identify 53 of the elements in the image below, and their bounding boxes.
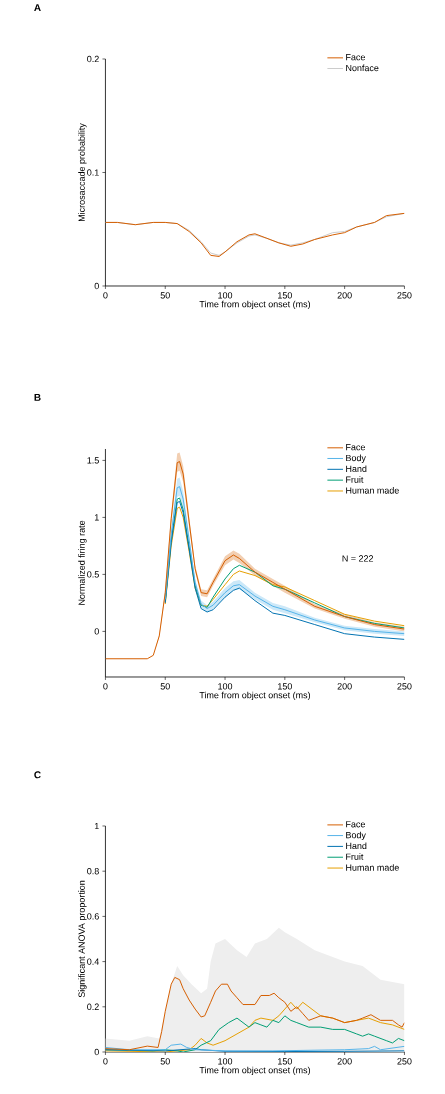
legend-label: Human made [345,864,399,871]
legend-label: Body [345,454,366,463]
legend-label: Fruit [345,476,364,483]
y-tick-label: 0.5 [86,571,99,578]
chart-title: C [34,771,41,779]
y-tick-label: 0 [94,628,99,635]
chart-title: A [33,4,41,12]
x-tick-label: 150 [277,683,292,690]
x-tick-label: 250 [397,1058,412,1065]
x-tick-label: 250 [397,292,412,299]
y-tick-label: 0.2 [86,1003,99,1010]
legend-label: Body [345,831,366,840]
x-tick-label: 200 [337,683,352,690]
y-tick-label: 0 [94,282,99,290]
x-tick-label: 100 [218,683,232,690]
y-tick-label: 1.5 [87,457,99,464]
chart-title: B [34,393,41,401]
legend-label: Face [345,821,365,828]
x-tick-label: 150 [277,292,292,299]
x-tick-label: 200 [337,292,352,299]
legend-label: Nonface [345,64,379,72]
x-tick-label: 50 [160,683,170,690]
y-tick-label: 1 [94,822,99,830]
x-axis-title: Time from object onset (ms) [199,691,310,701]
y-tick-label: 0 [94,1048,99,1056]
y-axis-title: Microsaccade probability [78,123,87,222]
legend-label: Hand [345,465,367,472]
x-tick-label: 0 [103,1058,108,1065]
x-tick-label: 0 [103,683,108,690]
x-tick-label: 0 [103,292,108,299]
x-axis-title: Time from object onset (ms) [199,1066,310,1076]
legend-label: Hand [345,842,367,850]
x-tick-label: 100 [218,292,232,299]
y-tick-label: 0.2 [86,55,99,63]
x-tick-label: 150 [277,1058,292,1065]
y-tick-label: 0.1 [86,169,99,176]
y-tick-label: 0.6 [86,913,99,920]
x-tick-label: 100 [218,1058,232,1065]
y-tick-label: 0.4 [86,958,99,965]
legend-label: Face [345,54,365,61]
y-tick-label: 1 [94,514,99,521]
y-axis-title: Normalized firing rate [78,520,87,605]
x-axis-title: Time from object onset (ms) [199,300,310,310]
x-tick-label: 250 [397,683,412,690]
legend-label: Fruit [345,853,364,860]
y-axis-title: Significant ANOVA proportion [78,880,87,998]
x-tick-label: 200 [337,1058,352,1065]
legend-label: Human made [345,487,399,494]
x-tick-label: 50 [160,1058,170,1065]
x-tick-label: 50 [160,292,170,299]
annotation: N = 222 [342,555,373,562]
legend-label: Face [345,444,365,451]
y-tick-label: 0.8 [86,868,99,875]
